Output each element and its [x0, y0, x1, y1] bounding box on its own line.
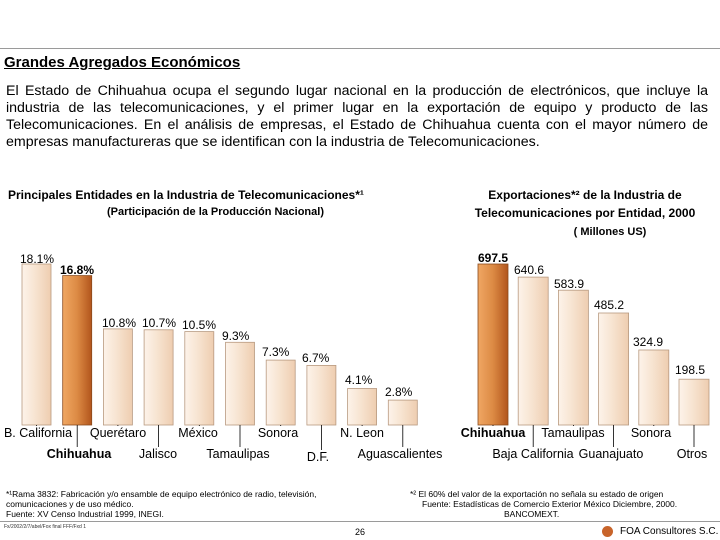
chart1-bar-6: [265, 359, 296, 426]
chart1-bar-3: [143, 329, 174, 426]
footer-path: Fx/2002/2/7/abel/Fox final FFF/Fxd 1: [4, 524, 86, 530]
chart1-value-label-5: 9.3%: [222, 329, 250, 343]
section-heading: Grandes Agregados Económicos: [4, 54, 241, 71]
chart1-category-label-1: Chihuahua: [47, 447, 113, 461]
chart1-bar-8: [347, 388, 378, 426]
chart2-category-label-5: Otros: [677, 447, 708, 461]
chart2-category-label-0: Chihuahua: [461, 426, 527, 440]
chart1-value-label-6: 7.3%: [262, 345, 290, 359]
chart1-bar-9: [387, 399, 418, 426]
chart2-bar-3: [598, 312, 629, 426]
chart2-value-label-3: 485.2: [594, 298, 624, 312]
chart2-value-label-4: 324.9: [633, 335, 663, 349]
chart2-title-line2: Telecomunicaciones por Entidad, 2000: [474, 206, 696, 220]
intro-paragraph: El Estado de Chihuahua ocupa el segundo …: [6, 83, 708, 150]
chart2-bar-2: [558, 289, 589, 426]
chart2-value-label-2: 583.9: [554, 277, 584, 291]
logo-icon: [602, 526, 613, 537]
chart1-category-label-2: Querétaro: [90, 426, 146, 440]
footnote1-line1: *¹Rama 3832: Fabricación y/o ensamble de…: [6, 489, 317, 499]
chart1-category-label-0: B. California: [4, 426, 72, 440]
chart1-value-label-9: 2.8%: [385, 385, 413, 399]
chart1-category-label-9: Aguascalientes: [358, 447, 443, 461]
chart2-value-label-5: 198.5: [675, 363, 705, 377]
footnote1-line2: comunicaciones y de uso médico.: [6, 499, 134, 509]
chart1-bar-5: [225, 341, 255, 426]
top-divider: [0, 48, 720, 49]
chart2-subtitle: ( Millones US): [573, 226, 647, 238]
chart1-value-label-4: 10.5%: [182, 318, 216, 332]
chart1-category-label-3: Jalisco: [139, 447, 177, 461]
chart2-bar-1: [517, 276, 549, 426]
chart1-value-label-7: 6.7%: [302, 351, 330, 365]
page-number: 26: [355, 527, 366, 537]
chart1-value-label-8: 4.1%: [345, 373, 373, 387]
chart1-bar-4: [184, 331, 215, 426]
chart1-category-label-5: Tamaulipas: [206, 447, 269, 461]
chart2-value-label-1: 640.6: [514, 263, 544, 277]
chart1-value-label-0: 18.1%: [20, 252, 54, 266]
chart1-value-label-1: 16.8%: [60, 263, 94, 277]
chart2-bar-5: [678, 378, 710, 426]
brand-name: FOA Consultores S.C.: [620, 526, 719, 537]
chart1-subtitle: (Participación de la Producción Nacional…: [107, 206, 324, 218]
chart1-category-label-4: México: [178, 426, 218, 440]
chart1-bar-2: [103, 328, 133, 426]
chart1-plot: 18.1% B. California 16.8% Chihuahua 10.8% Que…: [4, 252, 442, 464]
chart2-title-line1: Exportaciones*² de la Industria de: [488, 188, 682, 202]
chart1-category-label-7: D.F.: [307, 450, 329, 464]
chart2-bar-0: [477, 263, 509, 426]
chart2-category-label-2: Tamaulipas: [541, 426, 604, 440]
chart1-category-label-6: Sonora: [258, 426, 298, 440]
bottom-divider: [0, 521, 720, 522]
footnote2-line3: BANCOMEXT.: [504, 509, 560, 519]
chart1-bar-0: [21, 263, 52, 426]
chart2-category-label-1: Baja California: [492, 447, 573, 461]
chart1-value-label-2: 10.8%: [102, 316, 136, 330]
chart2-plot: 697.5 Chihuahua 640.6 Baja California 583.9 T…: [461, 251, 710, 461]
chart2-category-label-4: Sonora: [631, 426, 671, 440]
chart2-bar-4: [638, 349, 670, 426]
chart1-bar-7: [306, 364, 337, 426]
chart2-category-label-3: Guanajuato: [579, 447, 644, 461]
footnote1-line3: Fuente: XV Censo Industrial 1999, INEGI.: [6, 509, 164, 519]
footnote2-line1: *² El 60% del valor de la exportación no…: [410, 489, 664, 499]
chart1-value-label-3: 10.7%: [142, 316, 176, 330]
chart2-value-label-0: 697.5: [478, 251, 508, 265]
chart1-title: Principales Entidades en la Industria de…: [8, 188, 364, 202]
footnote2-line2: Fuente: Estadísticas de Comercio Exterio…: [422, 499, 678, 509]
chart1-category-label-8: N. Leon: [340, 426, 384, 440]
chart1-bar-1: [62, 275, 93, 426]
